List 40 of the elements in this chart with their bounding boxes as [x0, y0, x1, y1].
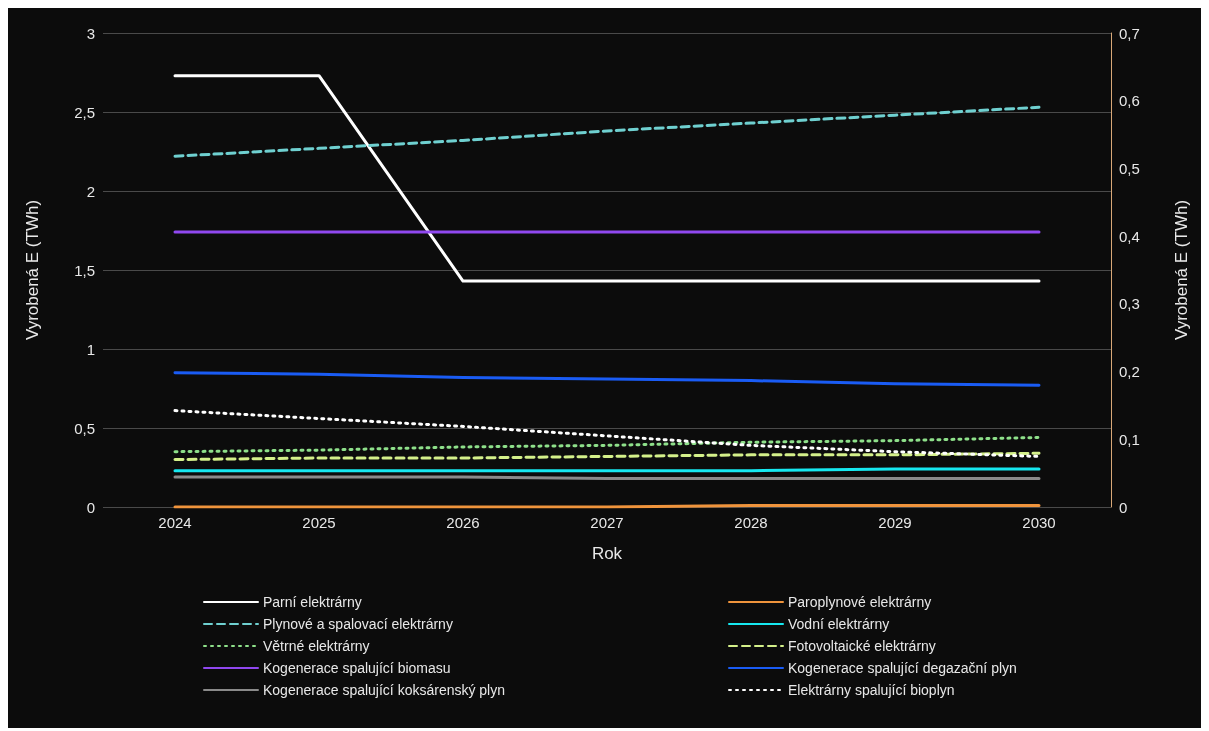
y2-tick-label: 0,1 — [1119, 430, 1140, 448]
y-tick-label: 1,5 — [74, 261, 95, 279]
y2-tick-label: 0,4 — [1119, 227, 1140, 245]
y-axis-title: Vyrobená E (TWh) — [23, 199, 42, 341]
x-tick-label: 2025 — [302, 514, 336, 531]
y2-tick-label: 0,3 — [1119, 295, 1140, 313]
line-series — [173, 105, 1041, 158]
legend-label: Větrné elektrárny — [263, 638, 370, 654]
legend-label: Plynové a spalovací elektrárny — [263, 616, 453, 632]
y-tick-label: 2 — [86, 182, 95, 200]
x-tick-label: 2028 — [734, 514, 768, 531]
legend-label: Parní elektrárny — [263, 594, 362, 610]
y-tick-label: 0,5 — [74, 419, 95, 437]
x-tick-label: 2024 — [158, 514, 192, 531]
legend-label: Elektrárny spalující bioplyn — [788, 682, 955, 698]
line-series — [173, 409, 1041, 458]
y2-tick-label: 0,6 — [1119, 92, 1140, 110]
y-tick-label: 2,5 — [74, 103, 95, 121]
legend-label: Vodní elektrárny — [788, 616, 890, 632]
y2-axis-title: Vyrobená E (TWh) — [1172, 199, 1191, 341]
legend-label: Kogenerace spalující biomasu — [263, 660, 451, 676]
x-tick-label: 2026 — [446, 514, 480, 531]
line-series — [173, 451, 1041, 462]
legend-label: Kogenerace spalující degazační plyn — [788, 660, 1017, 676]
x-tick-label: 2029 — [878, 514, 912, 531]
legend-label: Paroplynové elektrárny — [788, 594, 932, 610]
legend-label: Kogenerace spalující koksárenský plyn — [263, 682, 506, 698]
y2-tick-label: 0 — [1119, 498, 1128, 516]
x-axis-title: Rok — [591, 544, 623, 563]
y2-tick-label: 0,7 — [1119, 24, 1140, 42]
x-tick-label: 2030 — [1022, 514, 1056, 531]
y2-tick-label: 0,2 — [1119, 363, 1140, 381]
legend-label: Fotovoltaické elektrárny — [788, 638, 936, 654]
y-tick-label: 0 — [86, 498, 95, 516]
y-tick-label: 3 — [86, 24, 95, 42]
line-series — [173, 435, 1041, 454]
line-series — [173, 371, 1041, 387]
x-tick-label: 2027 — [590, 514, 624, 531]
y2-tick-label: 0,5 — [1119, 159, 1140, 177]
y-tick-label: 1 — [86, 340, 95, 358]
